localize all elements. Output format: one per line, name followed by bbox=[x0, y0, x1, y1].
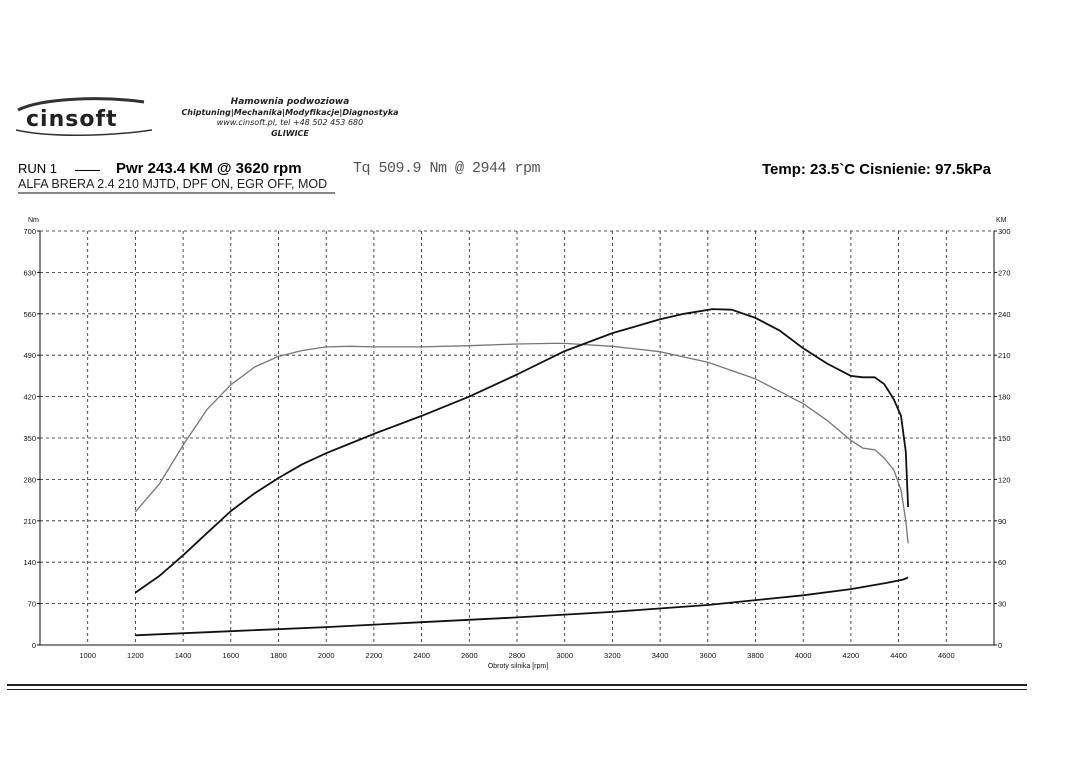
company-line-3: www.cinsoft.pl, tel +48 502 453 680 bbox=[216, 118, 364, 127]
y-right-tick-label: 0 bbox=[998, 641, 1002, 650]
x-tick-label: 2600 bbox=[461, 651, 478, 660]
company-line-4: GLIWICE bbox=[271, 128, 309, 138]
chart-series bbox=[134, 308, 909, 637]
logo-text: cinsoft bbox=[26, 107, 118, 132]
torque-summary: Tq 509.9 Nm @ 2944 rpm bbox=[353, 160, 541, 177]
cinsoft-logo: cinsoft bbox=[15, 97, 153, 136]
x-tick-label: 2800 bbox=[509, 651, 526, 660]
x-tick-label: 4600 bbox=[938, 651, 955, 660]
y-axis-right-label: KM bbox=[996, 217, 1007, 224]
series-line-1 bbox=[134, 342, 909, 544]
series-line-3 bbox=[135, 576, 909, 637]
y-right-tick-label: 270 bbox=[998, 268, 1011, 277]
x-tick-label: 1600 bbox=[222, 651, 239, 660]
run-label: RUN 1 bbox=[18, 161, 58, 176]
company-line-2: Chiptuning|Mechanika|Modyfikacje|Diagnos… bbox=[181, 107, 399, 117]
y-axis-left-label: Nm bbox=[28, 217, 39, 224]
y-left-tick-label: 350 bbox=[23, 434, 36, 443]
x-axis-label: Obroty silnika [rpm] bbox=[488, 663, 548, 670]
y-left-tick-label: 210 bbox=[23, 517, 36, 526]
y-left-tick-label: 280 bbox=[23, 475, 36, 484]
chart-grid bbox=[40, 230, 994, 645]
y-left-tick-label: 700 bbox=[23, 227, 36, 236]
y-right-tick-label: 60 bbox=[998, 558, 1006, 567]
footer-rule-top bbox=[7, 684, 1027, 686]
y-left-tick-label: 0 bbox=[32, 641, 36, 650]
x-tick-label: 3600 bbox=[699, 651, 716, 660]
company-line-1: Hamownia podwoziowa bbox=[230, 97, 350, 107]
chart-ticks: 1000 1200 1400 1600 1800 2000 2200 2400 2600 2800… bbox=[23, 227, 1010, 660]
x-tick-label: 4400 bbox=[890, 651, 907, 660]
y-left-tick-label: 70 bbox=[28, 600, 36, 609]
y-right-tick-label: 30 bbox=[998, 600, 1006, 609]
x-tick-label: 3400 bbox=[652, 651, 669, 660]
y-left-tick-label: 490 bbox=[23, 351, 36, 360]
y-right-tick-label: 90 bbox=[998, 517, 1006, 526]
y-left-tick-label: 560 bbox=[23, 310, 36, 319]
y-left-tick-label: 140 bbox=[23, 558, 36, 567]
power-summary: Pwr 243.4 KM @ 3620 rpm bbox=[116, 160, 302, 177]
logo-swoosh-bottom bbox=[15, 129, 153, 136]
y-left-tick-label: 420 bbox=[23, 393, 36, 402]
car-description: ALFA BRERA 2.4 210 MJTD, DPF ON, EGR OFF… bbox=[18, 177, 328, 191]
conditions-summary: Temp: 23.5`C Cisnienie: 97.5kPa bbox=[762, 161, 991, 178]
y-right-tick-label: 240 bbox=[998, 310, 1011, 319]
x-tick-label: 3000 bbox=[556, 651, 573, 660]
x-tick-label: 4200 bbox=[843, 651, 860, 660]
logo-swoosh-top bbox=[17, 97, 145, 112]
y-left-tick-label: 630 bbox=[23, 268, 36, 277]
x-tick-label: 1800 bbox=[270, 651, 287, 660]
x-tick-label: 2000 bbox=[318, 651, 335, 660]
y-right-tick-label: 300 bbox=[998, 227, 1011, 236]
x-tick-label: 1400 bbox=[175, 651, 192, 660]
x-tick-label: 4000 bbox=[795, 651, 812, 660]
x-tick-label: 1200 bbox=[127, 651, 144, 660]
y-right-tick-label: 120 bbox=[998, 475, 1011, 484]
x-tick-label: 2200 bbox=[366, 651, 383, 660]
x-tick-label: 3200 bbox=[604, 651, 621, 660]
x-tick-label: 2400 bbox=[413, 651, 430, 660]
company-info: Hamownia podwoziowa Chiptuning|Mechanika… bbox=[170, 97, 410, 139]
series-line-2 bbox=[134, 308, 909, 594]
y-right-tick-label: 150 bbox=[998, 434, 1011, 443]
footer-rule-bottom bbox=[7, 689, 1027, 690]
run-legend-line bbox=[75, 170, 100, 171]
x-tick-label: 1000 bbox=[79, 651, 96, 660]
x-tick-label: 3800 bbox=[747, 651, 764, 660]
y-right-tick-label: 210 bbox=[998, 351, 1011, 360]
y-right-tick-label: 180 bbox=[998, 393, 1011, 402]
